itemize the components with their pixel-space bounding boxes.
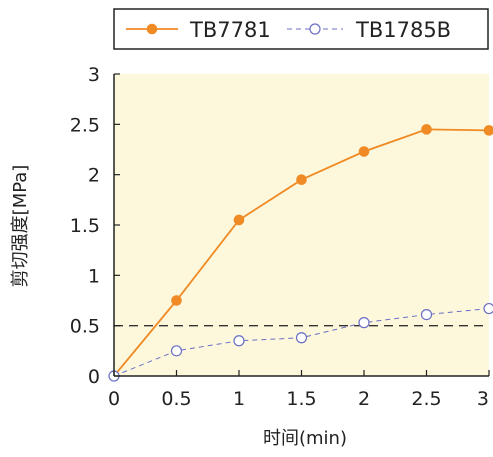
legend-label: TB7781 <box>189 18 271 42</box>
x-axis-label: 时间(min) <box>263 428 347 449</box>
x-tick-label: 0 <box>108 388 120 410</box>
legend-label: TB1785B <box>355 18 451 42</box>
legend-item-TB7781: TB7781 <box>126 18 271 42</box>
data-point <box>358 317 370 329</box>
y-tick-label: 1.5 <box>70 215 100 237</box>
data-point <box>358 146 370 157</box>
data-point <box>170 345 183 357</box>
x-tick-label: 3 <box>477 388 489 410</box>
x-tick-label: 1 <box>233 388 245 410</box>
x-tick-label: 2.5 <box>411 388 441 410</box>
y-tick-label: 3 <box>88 64 100 86</box>
y-tick-label: 2 <box>88 165 100 187</box>
x-tick-label: 1.5 <box>286 388 316 410</box>
legend-marker <box>309 23 321 35</box>
data-point <box>483 302 493 315</box>
data-point <box>421 124 432 135</box>
x-tick-label: 2 <box>358 388 370 410</box>
data-point <box>483 125 493 136</box>
data-point <box>296 174 307 185</box>
y-tick-label: 2.5 <box>70 114 100 136</box>
y-tick-label: 0 <box>88 366 100 388</box>
legend: TB7781 TB1785B <box>113 8 489 50</box>
data-point <box>233 214 245 226</box>
data-point <box>420 308 433 321</box>
x-tick-label: 0.5 <box>161 388 191 410</box>
legend-item-TB1785B: TB1785B <box>287 18 451 42</box>
plot-area <box>114 74 489 376</box>
legend-marker <box>146 23 158 35</box>
y-tick-label: 1 <box>88 265 100 287</box>
series-TB1785B <box>108 302 493 382</box>
data-point <box>233 335 245 347</box>
y-axis-label: 剪切强度[MPa] <box>10 165 31 288</box>
data-point <box>171 295 182 306</box>
y-tick-label: 0.5 <box>70 316 100 338</box>
data-point <box>295 332 308 344</box>
